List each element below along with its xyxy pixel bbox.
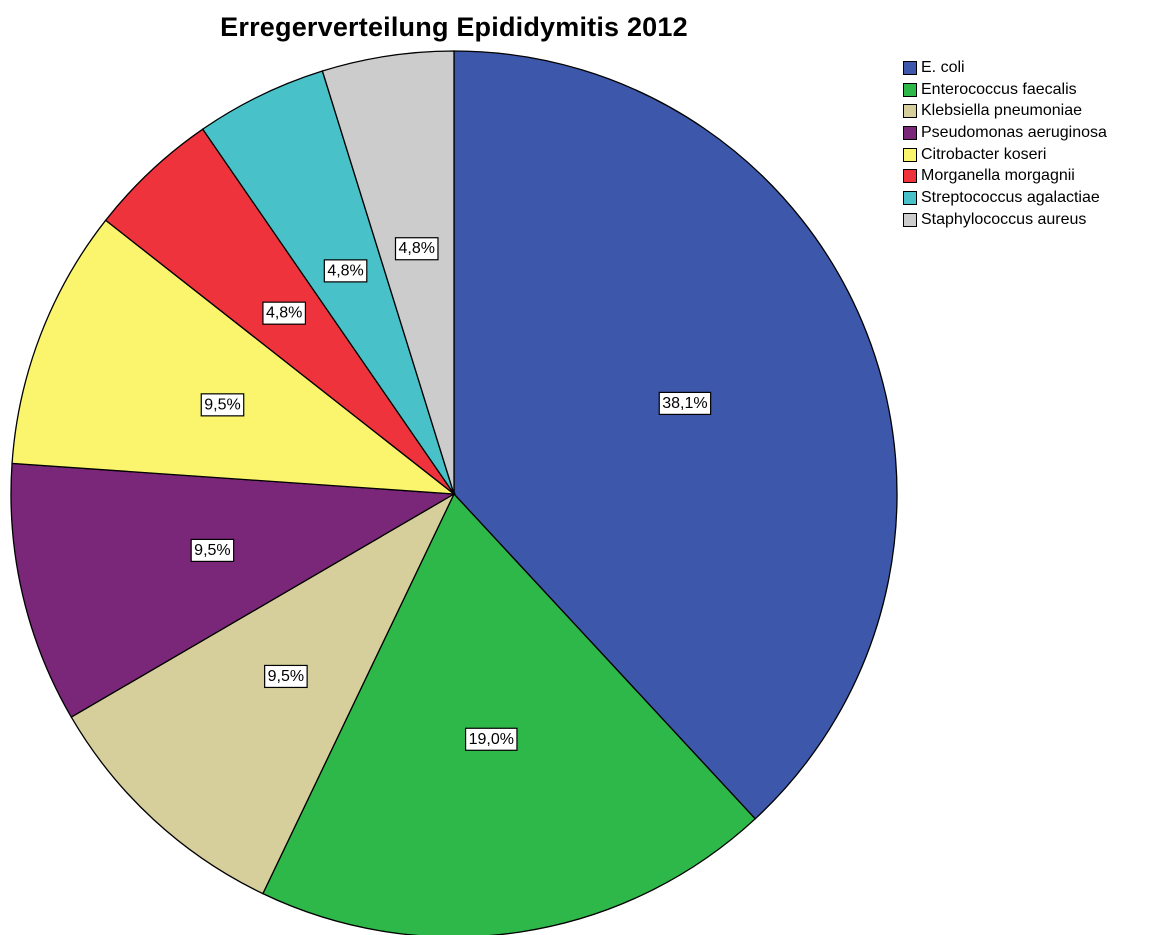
legend-swatch xyxy=(903,212,917,227)
chart-title: Erregerverteilung Epididymitis 2012 xyxy=(220,12,688,42)
legend-label: Staphylococcus aureus xyxy=(921,210,1087,228)
legend-label: Citrobacter koseri xyxy=(921,145,1047,163)
data-label-staphylococcus-aureus: 4,8% xyxy=(394,237,439,261)
legend-item-morganella-morgagnii: Morganella morgagnii xyxy=(903,166,1107,186)
data-label-text: 9,5% xyxy=(204,396,240,413)
legend-swatch xyxy=(903,82,917,97)
pie-slice-citrobacter-koseri xyxy=(11,219,457,495)
legend-item-staphylococcus-aureus: Staphylococcus aureus xyxy=(903,210,1107,230)
legend-swatch xyxy=(903,147,917,162)
data-label-text: 4,8% xyxy=(398,240,434,257)
data-label-box xyxy=(394,237,439,261)
data-label-text: 9,5% xyxy=(194,542,230,559)
data-label-morganella-morgagnii: 4,8% xyxy=(262,301,307,325)
legend-label: Streptococcus agalactiae xyxy=(921,189,1100,207)
data-label-box xyxy=(262,301,307,325)
legend-label: Pseudomonas aeruginosa xyxy=(921,124,1107,142)
legend-item-e-coli: E. coli xyxy=(903,58,1107,78)
legend-swatch xyxy=(903,104,917,119)
pie-data-labels: 38,1% 19,0% 9,5% 9,5% 9,5% 4,8% 4,8% 4,8% xyxy=(190,237,712,751)
data-label-e-coli: 38,1% xyxy=(658,391,712,416)
legend-swatch xyxy=(903,191,917,206)
legend-swatch xyxy=(903,126,917,141)
pie-slice-e-coli xyxy=(453,50,898,820)
legend-swatch xyxy=(903,61,917,75)
legend-item-streptococcus-agalactiae: Streptococcus agalactiae xyxy=(903,188,1107,208)
legend-label: Klebsiella pneumoniae xyxy=(921,102,1082,120)
pie-slice-klebsiella-pneumoniae xyxy=(70,492,456,895)
data-label-enterococcus-faecalis: 19,0% xyxy=(464,727,518,751)
data-label-text: 4,8% xyxy=(327,262,363,279)
data-label-box xyxy=(190,538,235,562)
data-label-box xyxy=(200,393,245,417)
data-label-streptococcus-agalactiae: 4,8% xyxy=(323,259,368,283)
pie-slice-staphylococcus-aureus xyxy=(321,50,455,495)
data-label-text: 38,1% xyxy=(662,395,707,412)
legend-label: Morganella morgagnii xyxy=(921,167,1075,185)
legend-item-pseudomonas-aeruginosa: Pseudomonas aeruginosa xyxy=(903,123,1107,143)
legend-label: Enterococcus faecalis xyxy=(921,80,1077,98)
legend-item-klebsiella-pneumoniae: Klebsiella pneumoniae xyxy=(903,101,1107,121)
legend-item-citrobacter-koseri: Citrobacter koseri xyxy=(903,145,1107,165)
legend-item-enterococcus-faecalis: Enterococcus faecalis xyxy=(903,80,1107,100)
pie-slice-pseudomonas-aeruginosa xyxy=(10,462,457,718)
data-label-text: 19,0% xyxy=(469,731,514,748)
data-label-box xyxy=(658,391,712,416)
legend-swatch xyxy=(903,169,917,184)
data-label-text: 4,8% xyxy=(266,305,302,322)
data-label-box xyxy=(464,727,518,751)
pie-slices xyxy=(10,50,898,935)
data-label-pseudomonas-aeruginosa: 9,5% xyxy=(190,538,235,562)
data-label-box xyxy=(323,259,368,283)
data-label-box xyxy=(264,664,308,689)
legend: E. coli Enterococcus faecalis Klebsiella p… xyxy=(903,58,1107,232)
legend-label: E. coli xyxy=(921,59,965,76)
pie-slice-enterococcus-faecalis xyxy=(261,492,757,935)
data-label-text: 9,5% xyxy=(268,668,304,685)
data-label-citrobacter-koseri: 9,5% xyxy=(200,393,245,417)
data-label-klebsiella-pneumoniae: 9,5% xyxy=(264,664,308,689)
